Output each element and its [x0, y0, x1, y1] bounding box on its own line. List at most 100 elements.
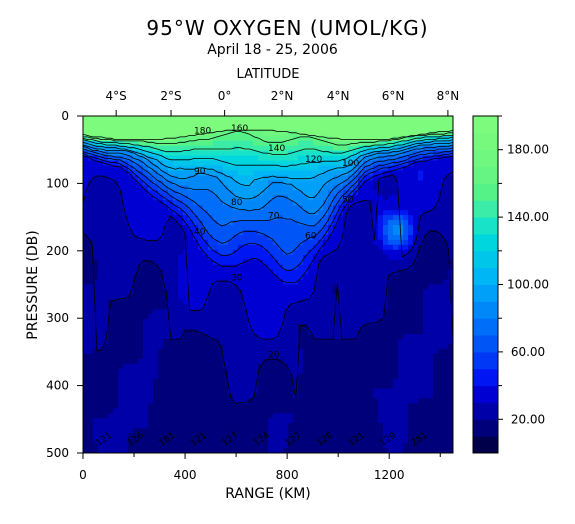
field-cell — [253, 135, 259, 142]
field-cell — [88, 363, 94, 370]
field-cell — [173, 368, 179, 375]
field-cell — [173, 225, 179, 231]
field-cell — [348, 125, 354, 132]
field-cell — [428, 259, 434, 266]
field-cell — [263, 200, 269, 206]
field-cell — [248, 368, 254, 375]
field-cell — [98, 274, 104, 281]
field-cell — [228, 423, 234, 429]
field-cell — [193, 195, 199, 201]
field-cell — [358, 116, 364, 122]
field-cell — [218, 229, 224, 236]
field-cell — [403, 195, 409, 201]
field-cell — [353, 398, 359, 405]
field-cell — [128, 244, 134, 251]
field-cell — [398, 343, 404, 350]
field-cell — [408, 363, 414, 370]
field-cell — [353, 329, 359, 335]
field-cell — [118, 220, 124, 226]
field-cell — [163, 185, 169, 191]
field-cell — [293, 334, 299, 340]
field-cell — [243, 125, 249, 132]
field-cell — [243, 413, 249, 419]
field-cell — [143, 373, 149, 380]
field-cell — [443, 185, 449, 191]
field-cell — [263, 393, 269, 400]
field-cell — [83, 205, 89, 211]
field-cell — [208, 319, 214, 325]
field-cell — [258, 353, 264, 360]
field-cell — [223, 150, 229, 157]
field-cell — [213, 116, 219, 122]
field-cell — [388, 170, 394, 177]
field-cell — [283, 289, 289, 296]
field-cell — [138, 264, 144, 271]
field-cell — [413, 398, 419, 405]
field-cell — [113, 264, 119, 271]
field-cell — [238, 165, 244, 172]
field-cell — [108, 190, 114, 196]
field-cell — [343, 363, 349, 370]
field-cell — [388, 254, 394, 261]
field-cell — [338, 428, 344, 434]
field-cell — [243, 393, 249, 400]
field-cell — [238, 408, 244, 414]
field-cell — [448, 185, 453, 191]
field-cell — [403, 294, 409, 300]
field-cell — [373, 259, 379, 266]
field-cell — [353, 314, 359, 320]
field-cell — [388, 155, 394, 162]
field-cell — [423, 304, 429, 310]
field-cell — [433, 423, 439, 429]
field-cell — [213, 195, 219, 201]
field-cell — [193, 185, 199, 191]
field-cell — [408, 428, 414, 434]
field-cell — [228, 398, 234, 405]
field-cell — [158, 165, 164, 172]
field-cell — [158, 438, 164, 444]
field-cell — [263, 244, 269, 251]
field-cell — [133, 408, 139, 414]
field-cell — [313, 200, 319, 206]
field-cell — [83, 116, 89, 122]
field-cell — [98, 358, 104, 365]
field-cell — [173, 314, 179, 320]
field-cell — [278, 185, 284, 191]
field-cell — [328, 220, 334, 226]
field-cell — [223, 190, 229, 196]
field-cell — [203, 343, 209, 350]
field-cell — [128, 239, 134, 246]
field-cell — [283, 443, 289, 449]
field-cell — [363, 120, 369, 127]
field-cell — [428, 373, 434, 380]
field-cell — [413, 220, 419, 226]
field-cell — [353, 438, 359, 444]
field-cell — [138, 448, 144, 453]
field-cell — [148, 383, 154, 390]
field-cell — [218, 433, 224, 439]
field-cell — [413, 438, 419, 444]
field-cell — [118, 130, 124, 137]
field-cell — [108, 294, 114, 300]
field-cell — [118, 229, 124, 236]
field-cell — [263, 116, 269, 122]
field-cell — [438, 120, 444, 127]
field-cell — [103, 239, 109, 246]
field-cell — [168, 294, 174, 300]
field-cell — [248, 398, 254, 405]
field-cell — [433, 299, 439, 305]
field-cell — [213, 120, 219, 127]
field-cell — [328, 264, 334, 271]
field-cell — [388, 378, 394, 385]
field-cell — [153, 299, 159, 305]
field-cell — [113, 299, 119, 305]
field-cell — [443, 433, 449, 439]
field-cell — [438, 234, 444, 241]
field-cell — [88, 393, 94, 400]
field-cell — [293, 190, 299, 196]
field-cell — [353, 170, 359, 177]
field-cell — [373, 274, 379, 281]
field-cell — [243, 269, 249, 276]
field-cell — [393, 314, 399, 320]
field-cell — [443, 353, 449, 360]
